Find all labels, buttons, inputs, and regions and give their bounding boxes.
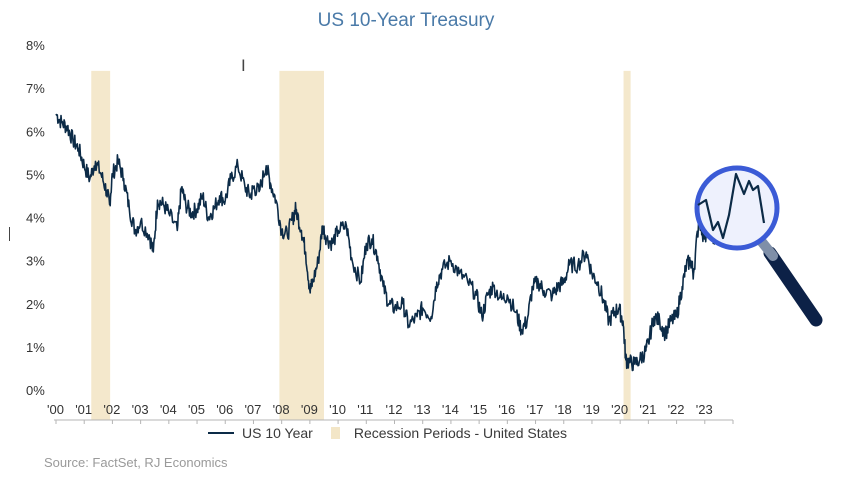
recession-bands — [91, 70, 631, 420]
recession-band-3 — [623, 70, 631, 420]
x-tick-label: '23 — [696, 402, 713, 417]
x-tick-label: '03 — [132, 402, 149, 417]
chart-title: US 10-Year Treasury — [317, 10, 495, 31]
x-tick-label: '22 — [668, 402, 685, 417]
y-tick-label: 1% — [26, 340, 45, 355]
text-cursor-icon: I — [241, 56, 246, 75]
y-tick-label: 0% — [26, 383, 45, 398]
x-tick-label: '19 — [583, 402, 600, 417]
x-tick-label: '11 — [357, 402, 373, 417]
x-tick-label: '16 — [498, 402, 515, 417]
series-layer — [55, 113, 734, 372]
series-line-us-10-year — [55, 113, 734, 372]
magnifier-handle — [763, 246, 823, 327]
x-tick-label: '14 — [442, 402, 459, 417]
magnifier-lens — [694, 165, 780, 251]
y-tick-label: 8% — [26, 38, 45, 53]
x-tick-label: '00 — [47, 402, 64, 417]
magnified-series-line — [697, 172, 766, 240]
recession-band-2 — [279, 70, 324, 420]
y-tick-label: 5% — [26, 167, 45, 182]
x-tick-label: '01 — [75, 402, 92, 417]
x-tick-label: '02 — [103, 402, 120, 417]
x-tick-label: '09 — [301, 402, 318, 417]
legend-recession-label: Recession Periods - United States — [353, 425, 568, 441]
x-tick-label: '20 — [611, 402, 628, 417]
y-tick-label: 2% — [26, 297, 45, 312]
x-tick-label: '10 — [329, 402, 346, 417]
x-tick-label: '21 — [639, 402, 656, 417]
edge-marker — [9, 227, 10, 241]
legend-line-swatch — [208, 432, 234, 434]
magnifying-glass-icon — [694, 165, 823, 327]
y-tick-label: 6% — [26, 124, 45, 139]
y-tick-label: 4% — [26, 211, 45, 226]
legend-recession-swatch — [330, 427, 340, 439]
x-tick-label: '07 — [244, 402, 261, 417]
x-tick-label: '15 — [470, 402, 487, 417]
x-tick-label: '08 — [273, 402, 290, 417]
x-tick-label: '18 — [555, 402, 572, 417]
legend-series-label: US 10 Year — [242, 425, 313, 441]
axes: '00 '01 '02 '03 '04 '05 '06 '07 '08 '09 '10 '11 '12 '… — [26, 38, 734, 424]
y-tick-label: 7% — [26, 81, 45, 96]
y-tick-label: 3% — [26, 254, 45, 269]
x-tick-label: '13 — [414, 402, 431, 417]
legend: US 10 Year Recession Periods - United St… — [208, 423, 567, 443]
x-tick-label: '04 — [160, 402, 177, 417]
x-tick-label: '12 — [386, 402, 403, 417]
source-note: Source: FactSet, RJ Economics — [44, 455, 228, 470]
x-tick-label: '17 — [527, 402, 544, 417]
x-tick-label: '06 — [216, 402, 233, 417]
x-tick-label: '05 — [188, 402, 205, 417]
recession-band-1 — [91, 70, 111, 420]
